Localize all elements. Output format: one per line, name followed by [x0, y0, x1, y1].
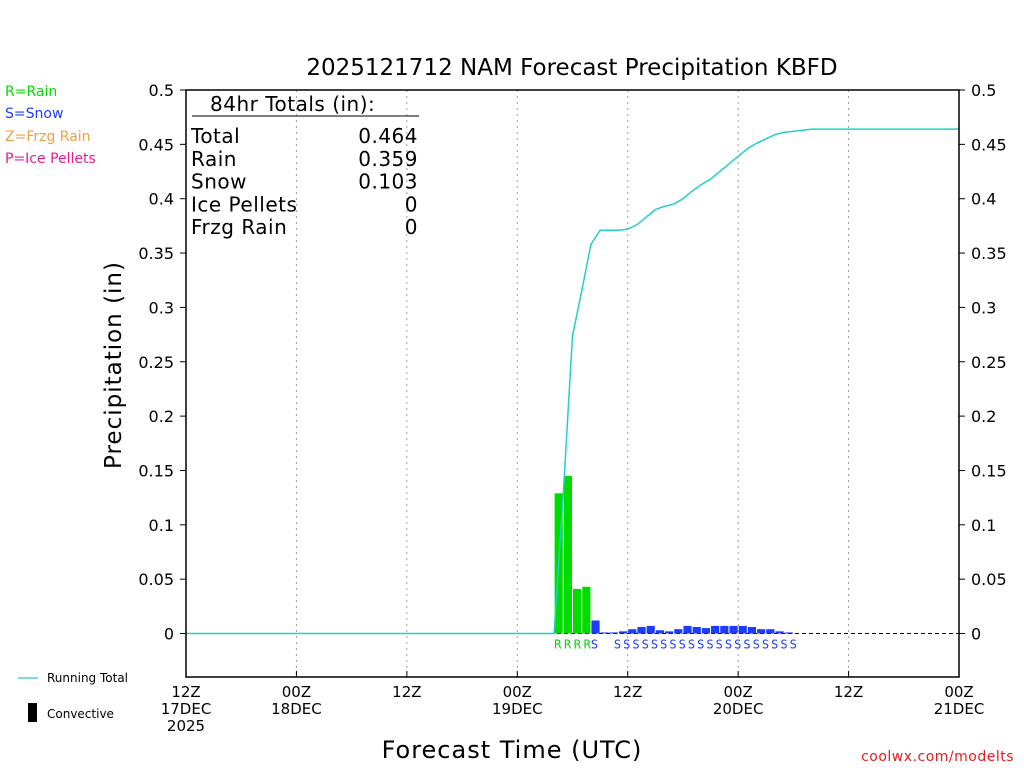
ptype-snow-letters: SSSSSSSSSSSSSSSSSSSS [614, 638, 797, 652]
precip-bar-snow [757, 629, 766, 634]
y-tick-label-left: 0.45 [138, 135, 174, 154]
x-tick-label: 12Z [392, 683, 421, 701]
totals-value: 0.103 [358, 170, 418, 194]
y-tick-label-right: 0.15 [971, 461, 1007, 480]
x-tick-label: 00Z [503, 683, 532, 701]
y-tick-label-right: 0.35 [971, 244, 1007, 263]
precip-type-row: RRRR S SSSSSSSSSSSSSSSSSSSS [554, 638, 797, 652]
totals-label: Snow [191, 170, 247, 194]
precip-bar-snow [692, 626, 701, 634]
x-tick-label: 00Z [944, 683, 973, 701]
y-tick-label-left: 0.05 [138, 570, 174, 589]
y-tick-label-left: 0.2 [149, 407, 174, 426]
y-tick-label-left: 0.5 [149, 81, 174, 100]
x-tick-label: 00Z [282, 683, 311, 701]
y-tick-label-right: 0 [971, 625, 981, 644]
totals-value: 0.359 [358, 147, 418, 171]
totals-header: 84hr Totals (in): [210, 92, 375, 116]
precip-bar-snow [701, 628, 711, 634]
y-tick-label-right: 0.25 [971, 353, 1007, 372]
legend-running-total: Running Total [47, 671, 128, 685]
y-axis-label: Precipitation (in) [101, 261, 127, 469]
totals-label: Frzg Rain [191, 215, 287, 239]
x-tick-label: 00Z [723, 683, 752, 701]
x-tick-label: 12Z [171, 683, 200, 701]
precip-bars [554, 475, 793, 634]
legend-snow: S=Snow [5, 106, 63, 122]
y-tick-label-right: 0.45 [971, 135, 1007, 154]
precip-bar-snow [637, 626, 646, 634]
y-tick-label-right: 0.05 [971, 570, 1007, 589]
precip-bar-snow [766, 629, 775, 634]
y-tick-label-right: 0.5 [971, 81, 996, 100]
ptype-rain-letters: RRRR [554, 638, 592, 652]
running-total-line [186, 128, 959, 635]
totals-value: 0 [405, 215, 418, 239]
totals-label: Rain [191, 147, 237, 171]
precip-bar-rain [563, 475, 572, 634]
legend-convective: Convective [47, 707, 114, 721]
legend-ice-pellets: P=Ice Pellets [5, 151, 96, 167]
precip-bar-snow [683, 625, 692, 634]
y-axis-ticks: 0.5 0.5 0.45 0.45 0.4 0.4 0.35 0.35 0.3 0.3 0.25 0.… [138, 81, 1006, 644]
precip-bar-rain [582, 586, 591, 634]
y-tick-label-left: 0.35 [138, 244, 174, 263]
y-tick-label-left: 0.1 [149, 516, 174, 535]
precip-bar-snow [738, 625, 747, 634]
x-tick-label: 12Z [834, 683, 863, 701]
precip-bar-rain [573, 588, 582, 634]
x-axis-label: Forecast Time (UTC) [382, 736, 643, 764]
gridlines [186, 90, 959, 677]
y-tick-label-left: 0.15 [138, 461, 174, 480]
x-tick-label: 20DEC [713, 700, 764, 718]
y-tick-label-right: 0.4 [971, 190, 996, 209]
ptype-legend: R=Rain S=Snow Z=Frzg Rain P=Ice Pellets [5, 84, 96, 167]
precip-bar-snow [720, 625, 729, 634]
ptype-snow-first-letter: S [591, 638, 598, 652]
x-tick-label: 2025 [167, 717, 205, 735]
chart-title: 2025121712 NAM Forecast Precipitation KB… [306, 55, 837, 81]
y-tick-label-right: 0.1 [971, 516, 996, 535]
running-total-layer [186, 128, 959, 635]
precip-bar-snow [775, 631, 784, 634]
precip-bar-snow [729, 625, 738, 634]
x-tick-label: 17DEC [161, 700, 212, 718]
y-tick-label-right: 0.2 [971, 407, 996, 426]
precip-bar-snow [747, 626, 757, 634]
totals-box: 84hr Totals (in): Total 0.464 Rain 0.359 Sno… [190, 92, 419, 239]
totals-rows: Total 0.464 Rain 0.359 Snow 0.103 Ice Pellets 0… [190, 124, 418, 239]
precip-bar-snow [591, 620, 600, 634]
totals-label: Ice Pellets [191, 192, 297, 216]
x-tick-label: 21DEC [934, 700, 985, 718]
y-tick-label-left: 0.3 [149, 298, 174, 317]
credit-text: coolwx.com/modelts [861, 749, 1014, 765]
precip-bar-snow [619, 631, 628, 634]
precip-bar-snow [609, 632, 619, 634]
precip-bar-snow [784, 632, 793, 634]
legend-frzg-rain: Z=Frzg Rain [5, 129, 91, 145]
convective-legend-swatch [28, 703, 37, 722]
precip-bar-snow [711, 625, 720, 634]
totals-label: Total [190, 124, 240, 148]
plot-frame [185, 89, 960, 678]
y-tick-label-left: 0 [164, 625, 174, 644]
y-tick-label-left: 0.25 [138, 353, 174, 372]
series-legend: Running Total Convective [18, 671, 128, 722]
precip-bar-snow [628, 629, 637, 634]
totals-value: 0.464 [358, 124, 418, 148]
totals-value: 0 [405, 192, 418, 216]
y-tick-label-left: 0.4 [149, 190, 174, 209]
y-tick-label-right: 0.3 [971, 298, 996, 317]
precip-bar-snow [665, 631, 674, 634]
legend-rain: R=Rain [5, 84, 57, 100]
precip-bar-snow [655, 630, 665, 634]
x-tick-label: 12Z [613, 683, 642, 701]
precip-bar-snow [674, 629, 683, 634]
x-tick-label: 18DEC [271, 700, 322, 718]
precip-bar-snow [600, 632, 609, 634]
x-tick-label: 19DEC [492, 700, 543, 718]
precip-bar-snow [646, 625, 655, 634]
